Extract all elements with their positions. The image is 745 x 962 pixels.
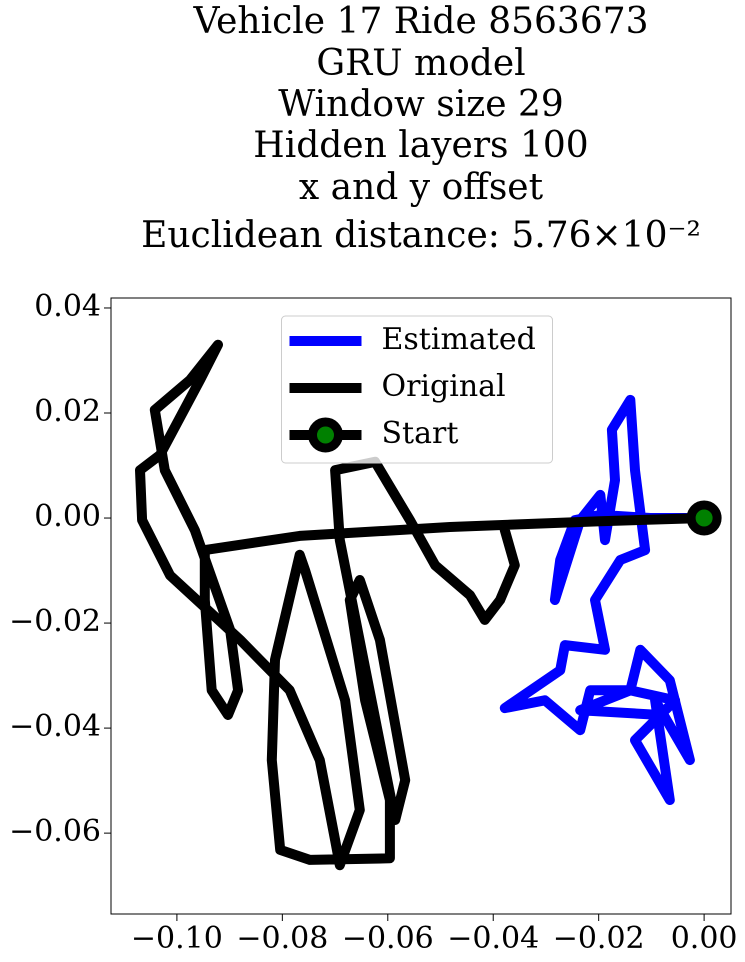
- chart-title: Vehicle 17 Ride 8563673: [192, 1, 648, 42]
- x-tick-label: −0.02: [553, 921, 645, 956]
- x-tick-label: 0.00: [671, 921, 738, 956]
- series-line: [135, 339, 710, 871]
- chart-title: Euclidean distance: 5.76×10⁻²: [141, 215, 701, 256]
- x-tick-label: −0.06: [342, 921, 434, 956]
- legend: Estimated Original Start: [281, 315, 553, 464]
- plot-area: [135, 339, 722, 871]
- chart-title: Window size 29: [278, 84, 564, 125]
- x-tick-label: −0.04: [447, 921, 539, 956]
- axes-frame: [110, 297, 732, 915]
- legend-label: Start: [382, 416, 459, 451]
- chart-title: Hidden layers 100: [253, 125, 588, 166]
- x-tick-label: −0.10: [131, 921, 223, 956]
- series-line: [499, 394, 710, 805]
- y-tick-label: 0.02: [34, 394, 101, 429]
- y-tick-label: −0.04: [9, 709, 101, 744]
- chart-title: x and y offset: [299, 167, 544, 208]
- legend-marker: [308, 417, 343, 453]
- legend-label: Original: [382, 369, 506, 404]
- y-tick-label: 0.00: [34, 499, 101, 534]
- y-tick-label: −0.06: [9, 814, 101, 849]
- y-tick-label: −0.02: [9, 604, 101, 639]
- start-marker: [686, 500, 722, 536]
- chart-title: GRU model: [316, 43, 525, 84]
- x-tick-label: −0.08: [236, 921, 328, 956]
- legend-label: Estimated: [382, 322, 536, 357]
- y-tick-label: 0.04: [34, 289, 101, 324]
- legend-box: [281, 315, 553, 464]
